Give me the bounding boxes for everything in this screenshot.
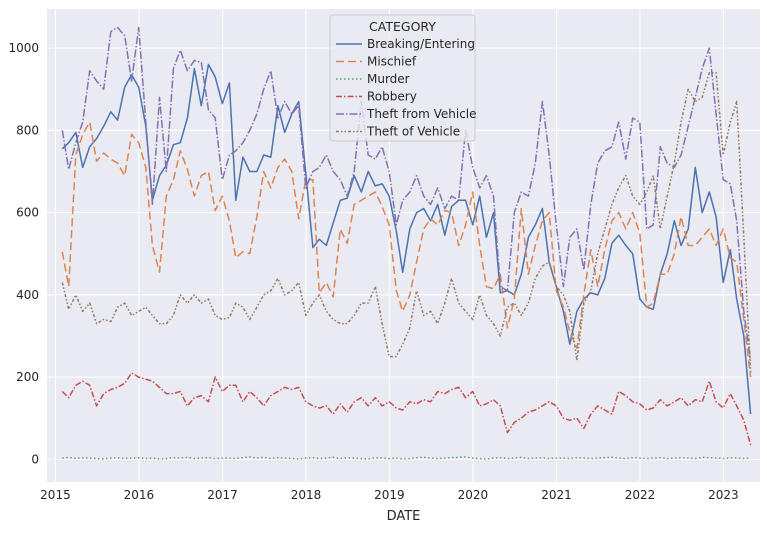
series-line-mischief (61, 121, 752, 378)
x-axis-label: DATE (387, 509, 421, 524)
series-line-murder (62, 456, 751, 460)
legend-items: Breaking/Entering Mischief Murder Robbery Th… (336, 37, 477, 139)
x-tick-label: 2021 (541, 488, 572, 502)
legend-label: Breaking/Entering (367, 37, 475, 51)
y-tick-label: 400 (16, 288, 39, 302)
x-tick-label: 2020 (458, 488, 489, 502)
series-line-robbery (61, 372, 752, 446)
legend-label: Murder (367, 72, 410, 86)
x-tick-label: 2023 (708, 488, 739, 502)
legend-label: Robbery (367, 90, 417, 104)
x-tick-label: 2019 (374, 488, 405, 502)
x-tick-label: 2022 (625, 488, 656, 502)
x-tick-label: 2017 (207, 488, 238, 502)
y-tick-label: 0 (31, 452, 39, 466)
tick-labels: 0 200 400 600 800 1000 2015 2016 2017 2018 2019 202… (8, 41, 738, 502)
y-tick-label: 200 (16, 370, 39, 384)
y-tick-label: 1000 (8, 41, 39, 55)
x-tick-label: 2018 (291, 488, 322, 502)
legend-label: Theft from Vehicle (366, 107, 477, 121)
y-tick-label: 800 (16, 123, 39, 137)
series-line-breaking-entering (61, 63, 752, 415)
series-lines (61, 26, 752, 460)
legend-label: Mischief (367, 55, 417, 69)
legend: CATEGORY Breaking/Entering Mischief Murder… (329, 14, 477, 142)
series-line-theft-from-vehicle (61, 26, 752, 361)
y-tick-label: 600 (16, 206, 39, 220)
legend-box (329, 14, 476, 142)
x-tick-label: 2015 (40, 488, 71, 502)
legend-label: Theft of Vehicle (366, 125, 460, 139)
legend-title: CATEGORY (369, 19, 436, 34)
series-line-theft-of-vehicle (61, 72, 752, 374)
x-tick-label: 2016 (124, 488, 155, 502)
